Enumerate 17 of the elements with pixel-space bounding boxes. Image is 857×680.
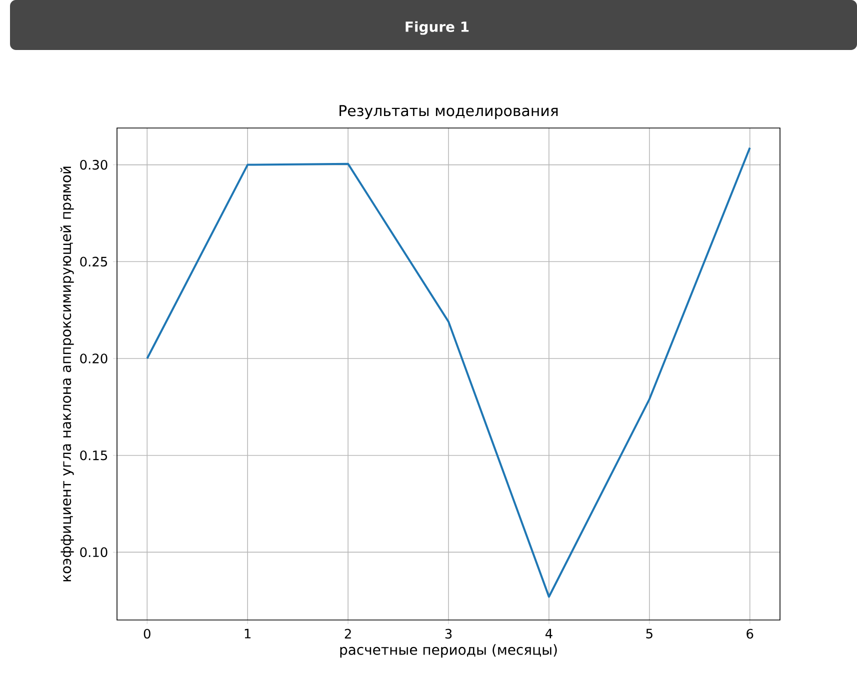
y-tick-label: 0.15	[80, 450, 108, 460]
x-tick-label: 3	[445, 628, 452, 639]
x-tick-label: 4	[545, 628, 552, 638]
x-tick-label: 0	[144, 628, 150, 639]
y-axis-title: коэффициент угла наклона аппроксимирующей прямой	[60, 166, 74, 582]
y-tick-label: 0.10	[80, 547, 108, 558]
x-tick-label: 2	[344, 628, 351, 638]
y-tick-label: 0.20	[80, 354, 108, 364]
x-tick-label: 5	[646, 628, 652, 638]
x-tick-label: 6	[746, 628, 754, 639]
x-axis-title: расчетные периоды (месяцы)	[340, 644, 557, 658]
x-tick-label: 1	[244, 628, 251, 638]
y-tick-label: 0.25	[80, 256, 108, 267]
y-tick-label: 0.30	[80, 160, 108, 170]
caption: Figure 1	[406, 21, 469, 35]
chart-title: Результаты моделирования	[340, 105, 558, 120]
line-series	[146, 146, 751, 598]
